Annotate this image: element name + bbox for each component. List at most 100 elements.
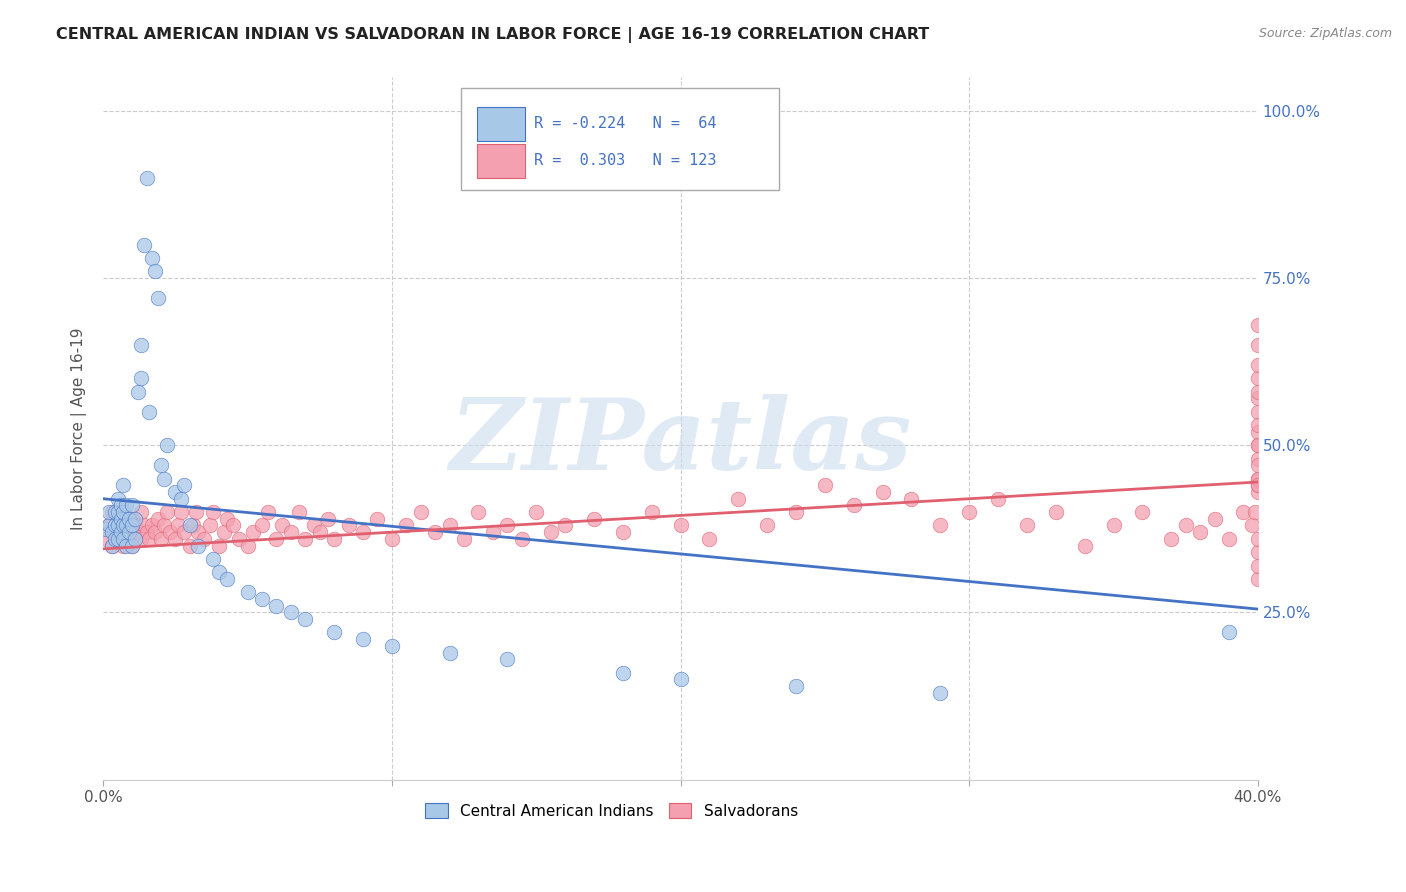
Point — [1247, 458, 1270, 473]
Point — [156, 438, 179, 452]
Point — [179, 518, 201, 533]
Point — [929, 686, 952, 700]
Point — [699, 532, 721, 546]
Point — [256, 505, 278, 519]
Point — [129, 505, 152, 519]
Point — [669, 518, 692, 533]
Point — [121, 539, 143, 553]
Point — [118, 525, 141, 540]
Point — [165, 485, 187, 500]
Point — [179, 539, 201, 553]
Point — [352, 632, 374, 647]
Point — [118, 512, 141, 526]
Y-axis label: In Labor Force | Age 16-19: In Labor Force | Age 16-19 — [72, 327, 87, 530]
Point — [107, 532, 129, 546]
Point — [129, 338, 152, 352]
Point — [101, 505, 124, 519]
Point — [323, 532, 346, 546]
Text: CENTRAL AMERICAN INDIAN VS SALVADORAN IN LABOR FORCE | AGE 16-19 CORRELATION CHA: CENTRAL AMERICAN INDIAN VS SALVADORAN IN… — [56, 27, 929, 43]
Point — [439, 646, 461, 660]
Point — [124, 518, 146, 533]
Point — [121, 539, 143, 553]
Point — [1247, 532, 1270, 546]
Point — [208, 566, 231, 580]
Point — [1102, 518, 1125, 533]
Point — [104, 518, 127, 533]
FancyBboxPatch shape — [477, 107, 524, 141]
Point — [756, 518, 779, 533]
Point — [127, 525, 149, 540]
Point — [409, 505, 432, 519]
Point — [1247, 485, 1270, 500]
Point — [184, 505, 207, 519]
Point — [110, 499, 132, 513]
Point — [1247, 438, 1270, 452]
Point — [467, 505, 489, 519]
Point — [1015, 518, 1038, 533]
Point — [173, 525, 195, 540]
Point — [280, 525, 302, 540]
Point — [104, 532, 127, 546]
Point — [112, 478, 135, 492]
Point — [1132, 505, 1154, 519]
Point — [118, 532, 141, 546]
Point — [187, 525, 209, 540]
Point — [104, 525, 127, 540]
Point — [115, 499, 138, 513]
Point — [482, 525, 505, 540]
Point — [110, 525, 132, 540]
Text: ZIPatlas: ZIPatlas — [450, 394, 911, 491]
Point — [1247, 478, 1270, 492]
Point — [236, 539, 259, 553]
Point — [1247, 472, 1270, 486]
Point — [127, 384, 149, 399]
Point — [165, 532, 187, 546]
Point — [288, 505, 311, 519]
Point — [135, 525, 157, 540]
Point — [612, 525, 634, 540]
Point — [153, 518, 176, 533]
Point — [94, 522, 117, 536]
Point — [294, 612, 316, 626]
Point — [1247, 384, 1270, 399]
Point — [107, 491, 129, 506]
Point — [112, 505, 135, 519]
Point — [308, 525, 330, 540]
Point — [167, 518, 190, 533]
Point — [1247, 478, 1270, 492]
Point — [193, 532, 215, 546]
Point — [214, 525, 236, 540]
Point — [124, 532, 146, 546]
Point — [439, 518, 461, 533]
Point — [1247, 338, 1270, 352]
Point — [129, 532, 152, 546]
Point — [612, 665, 634, 680]
Point — [170, 491, 193, 506]
Point — [582, 512, 605, 526]
Point — [1073, 539, 1095, 553]
Point — [146, 512, 169, 526]
Point — [1247, 438, 1270, 452]
Point — [156, 505, 179, 519]
Point — [1174, 518, 1197, 533]
Point — [173, 478, 195, 492]
Point — [110, 512, 132, 526]
Legend: Central American Indians, Salvadorans: Central American Indians, Salvadorans — [419, 797, 804, 824]
Point — [352, 525, 374, 540]
Point — [138, 532, 160, 546]
Point — [266, 532, 288, 546]
Text: R = -0.224   N =  64: R = -0.224 N = 64 — [534, 116, 717, 131]
Point — [1204, 512, 1226, 526]
Point — [112, 518, 135, 533]
Point — [271, 518, 294, 533]
Point — [1247, 371, 1270, 385]
Point — [107, 532, 129, 546]
Point — [1247, 572, 1270, 586]
Point — [900, 491, 922, 506]
Point — [1247, 392, 1270, 406]
Point — [98, 518, 121, 533]
Point — [181, 518, 204, 533]
Point — [146, 291, 169, 305]
Point — [107, 518, 129, 533]
Point — [112, 539, 135, 553]
